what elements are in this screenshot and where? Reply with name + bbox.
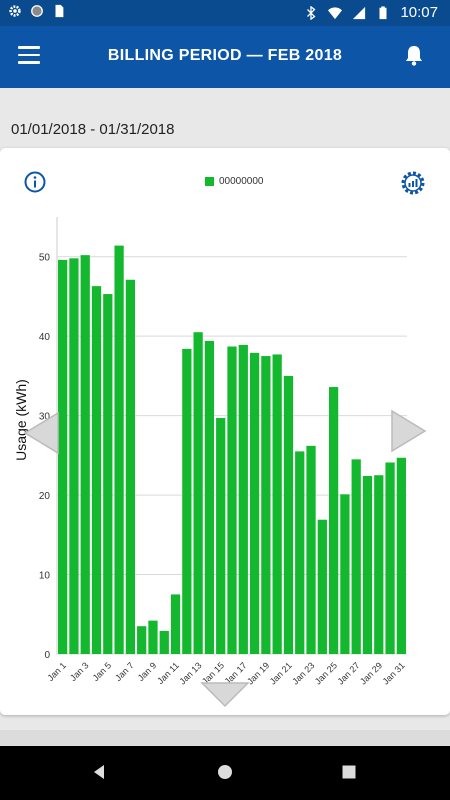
bar xyxy=(328,387,339,654)
sd-card-icon xyxy=(55,4,64,18)
bar xyxy=(182,348,192,654)
x-tick-label: Jan 25 xyxy=(313,660,339,686)
bar xyxy=(249,352,260,654)
y-tick-label: 30 xyxy=(39,412,51,423)
bar xyxy=(362,476,373,654)
bell-icon[interactable] xyxy=(404,44,424,66)
circle-icon xyxy=(31,5,43,17)
x-tick-label: Jan 7 xyxy=(113,660,136,683)
x-tick-label: Jan 3 xyxy=(68,660,91,683)
home-icon[interactable] xyxy=(217,764,233,780)
y-tick-label: 50 xyxy=(39,253,51,264)
bar xyxy=(238,344,248,654)
bottom-strip xyxy=(0,730,450,746)
x-tick-label: Jan 5 xyxy=(91,660,114,683)
info-icon[interactable] xyxy=(24,171,46,193)
back-icon[interactable] xyxy=(92,764,106,780)
system-nav-bar xyxy=(0,746,450,800)
y-tick-label: 20 xyxy=(39,491,51,502)
x-tick-label: Jan 23 xyxy=(290,660,316,686)
bar xyxy=(295,451,305,654)
bar xyxy=(216,418,226,654)
bar xyxy=(114,245,124,654)
arrow-right-icon[interactable] xyxy=(390,408,428,454)
y-tick-label: 40 xyxy=(39,332,51,343)
bar xyxy=(306,445,316,654)
bluetooth-icon xyxy=(307,5,316,20)
bar xyxy=(351,459,361,654)
bar xyxy=(137,626,147,654)
bar xyxy=(69,258,79,654)
arrow-down-icon[interactable] xyxy=(200,682,250,708)
bar xyxy=(193,332,203,654)
x-tick-label: Jan 27 xyxy=(335,660,361,686)
signal-icon xyxy=(353,6,366,19)
bar xyxy=(80,255,90,654)
x-tick-label: Jan 1 xyxy=(45,660,68,683)
bar xyxy=(125,279,136,654)
bar xyxy=(340,494,350,654)
page-title: BILLING PERIOD — FEB 2018 xyxy=(107,47,343,64)
battery-icon xyxy=(379,5,387,19)
x-tick-label: Jan 31 xyxy=(381,660,407,686)
bar xyxy=(374,475,384,654)
wifi-icon xyxy=(328,6,343,19)
bar xyxy=(148,620,158,654)
hamburger-menu-icon[interactable] xyxy=(18,46,40,64)
y-tick-label: 10 xyxy=(39,571,51,582)
bar xyxy=(272,354,282,654)
bar xyxy=(317,519,327,654)
legend-label: 00000000 xyxy=(219,176,264,187)
legend-swatch xyxy=(205,177,214,186)
x-tick-label: Jan 11 xyxy=(155,660,181,686)
bar xyxy=(58,259,68,654)
bar xyxy=(283,375,294,654)
gear-icon xyxy=(9,5,21,17)
x-tick-label: Jan 29 xyxy=(358,660,384,686)
bar xyxy=(396,457,406,654)
x-tick-label: Jan 21 xyxy=(268,660,294,686)
arrow-left-icon[interactable] xyxy=(22,410,60,456)
chart-settings-icon[interactable] xyxy=(400,170,426,196)
bar xyxy=(159,630,169,654)
bar xyxy=(91,286,102,654)
y-tick-label: 0 xyxy=(44,650,50,661)
recents-icon[interactable] xyxy=(342,765,356,779)
bar xyxy=(170,594,181,654)
status-time: 10:07 xyxy=(400,4,438,21)
bar xyxy=(261,356,271,654)
bar xyxy=(227,346,237,654)
status-bar: 10:07 xyxy=(0,0,450,26)
date-range: 01/01/2018 - 01/31/2018 xyxy=(11,121,175,138)
app-bar: BILLING PERIOD — FEB 2018 xyxy=(0,26,450,88)
chart-legend: 00000000 xyxy=(205,176,264,187)
bar xyxy=(204,340,215,654)
bar xyxy=(385,462,395,654)
bar xyxy=(103,294,113,654)
